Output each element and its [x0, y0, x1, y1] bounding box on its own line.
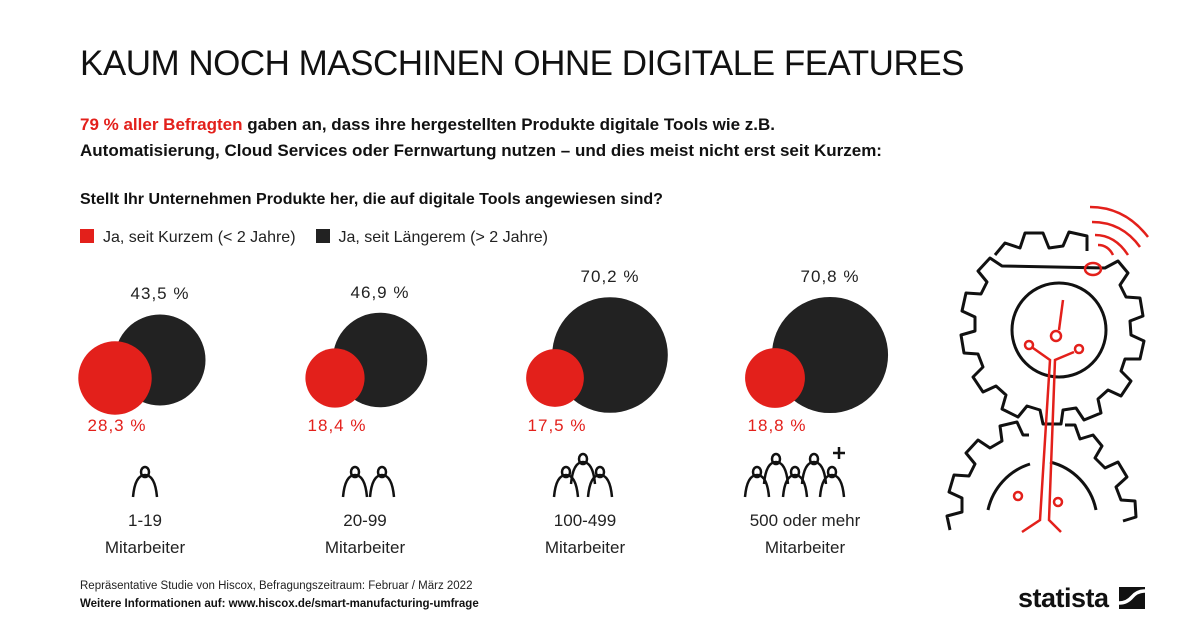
- source-note: Repräsentative Studie von Hiscox, Befrag…: [80, 580, 473, 592]
- circuit-wifi-icon: [1012, 205, 1149, 534]
- category-label-line: Mitarbeiter: [544, 538, 626, 557]
- statista-logo-icon: [1118, 587, 1145, 609]
- value-label-longer: 70,2 %: [580, 267, 640, 287]
- category-label-line: Mitarbeiter: [764, 538, 846, 557]
- bubble-recent: [78, 341, 152, 415]
- legend-label-recent: Ja, seit Kurzem (< 2 Jahre): [103, 229, 296, 246]
- subtitle-line2: Automatisierung, Cloud Services oder Fer…: [80, 141, 882, 160]
- three-people-icon: [552, 452, 614, 498]
- bubble-recent: [745, 348, 805, 408]
- bubble-chart: [78, 296, 889, 498]
- more-info-link[interactable]: Weitere Informationen auf: www.hiscox.de…: [80, 598, 479, 610]
- logo-text: statista: [1018, 583, 1109, 613]
- category-label: 500 oder mehr Mitarbeiter: [705, 507, 905, 561]
- subtitle: 79 % aller Befragten gaben an, dass ihre…: [80, 112, 882, 164]
- value-label-longer: 46,9 %: [350, 282, 410, 302]
- category-label-line: 20-99: [343, 511, 387, 530]
- value-label-longer: 43,5 %: [130, 284, 190, 304]
- bubble-recent: [305, 348, 365, 408]
- legend-label-longer: Ja, seit Längerem (> 2 Jahre): [338, 229, 548, 246]
- category-label: 100-499 Mitarbeiter: [485, 507, 685, 561]
- gear-illustration: [945, 205, 1149, 534]
- gear-icon: [945, 230, 1146, 531]
- value-label-longer: 70,8 %: [800, 266, 860, 286]
- value-label-recent: 18,8 %: [747, 416, 807, 435]
- bubble-recent: [526, 349, 584, 407]
- category-label-line: Mitarbeiter: [324, 538, 406, 557]
- category-label-line: 100-499: [553, 511, 617, 530]
- legend-swatch-longer: [315, 229, 330, 243]
- category-label-line: 500 oder mehr: [749, 511, 861, 530]
- two-people-icon: [341, 465, 396, 498]
- category-label: 20-99 Mitarbeiter: [265, 507, 465, 561]
- value-label-recent: 18,4 %: [307, 416, 367, 435]
- value-label-recent: 28,3 %: [87, 416, 147, 435]
- one-person-icon: [131, 465, 159, 498]
- value-label-recent: 17,5 %: [527, 416, 587, 435]
- category-label-line: 1-19: [127, 511, 163, 530]
- question: Stellt Ihr Unternehmen Produkte her, die…: [80, 191, 663, 208]
- category-label-line: Mitarbeiter: [104, 538, 186, 557]
- legend: Ja, seit Kurzem (< 2 Jahre) Ja, seit Län…: [80, 229, 548, 247]
- legend-item-recent: Ja, seit Kurzem (< 2 Jahre): [80, 229, 296, 247]
- page-title: KAUM NOCH MASCHINEN OHNE DIGITALE FEATUR…: [80, 44, 964, 83]
- category-label: 1-19 Mitarbeiter: [45, 507, 245, 561]
- statista-logo: statista: [1018, 583, 1145, 614]
- subtitle-highlight: 79 % aller Befragten: [80, 115, 243, 134]
- legend-swatch-recent: [80, 229, 94, 243]
- many-people-plus-icon: [743, 447, 846, 498]
- legend-item-longer: Ja, seit Längerem (> 2 Jahre): [315, 229, 548, 247]
- subtitle-line1: gaben an, dass ihre hergestellten Produk…: [242, 115, 775, 134]
